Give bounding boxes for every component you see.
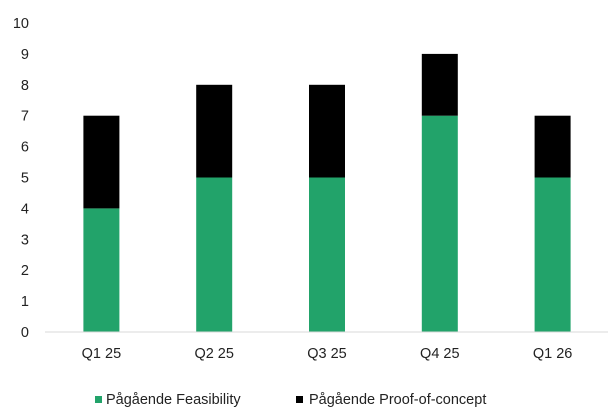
bar-segment-proof-of-concept: [534, 115, 571, 178]
y-tick-label: 10: [13, 16, 29, 32]
y-tick-label: 3: [21, 232, 29, 248]
x-tick-label: Q1 26: [533, 346, 573, 362]
x-axis-ticks: Q1 25 Q2 25 Q3 25 Q4 25 Q1 26: [82, 346, 573, 362]
legend-label-proof-of-concept: Pågående Proof-of-concept: [309, 392, 486, 407]
bar-segment-feasibility: [196, 177, 233, 332]
legend-swatch-proof-of-concept: [296, 396, 303, 403]
legend-item-feasibility: Pågående Feasibility: [95, 392, 241, 408]
bar-segment-feasibility: [421, 115, 458, 332]
bar-segment-proof-of-concept: [309, 84, 345, 178]
bars: [83, 53, 571, 332]
y-tick-label: 8: [21, 78, 29, 94]
legend-swatch-feasibility: [95, 396, 102, 403]
bar-segment-proof-of-concept: [421, 53, 458, 116]
x-tick-label: Q2 25: [194, 346, 234, 362]
bar-segment-feasibility: [534, 177, 571, 332]
y-tick-label: 7: [21, 109, 29, 125]
bar-segment-feasibility: [309, 177, 345, 332]
bar-segment-proof-of-concept: [83, 115, 120, 209]
y-tick-label: 2: [21, 263, 29, 279]
x-tick-label: Q1 25: [82, 346, 122, 362]
y-tick-label: 1: [21, 294, 29, 310]
y-tick-label: 9: [21, 47, 29, 63]
y-tick-label: 5: [21, 171, 29, 187]
y-tick-label: 6: [21, 140, 29, 156]
legend: Pågående Feasibility Pågående Proof-of-c…: [95, 392, 486, 408]
x-tick-label: Q3 25: [307, 346, 347, 362]
legend-label-feasibility: Pågående Feasibility: [106, 392, 241, 407]
x-tick-label: Q4 25: [420, 346, 460, 362]
legend-item-proof-of-concept: Pågående Proof-of-concept: [296, 392, 486, 408]
y-tick-label: 0: [21, 325, 29, 341]
y-axis-ticks: 0 1 2 3 4 5 6 7 8 9 10: [13, 16, 29, 341]
bar-segment-feasibility: [83, 208, 120, 332]
y-tick-label: 4: [21, 201, 29, 217]
bar-segment-proof-of-concept: [196, 84, 233, 178]
